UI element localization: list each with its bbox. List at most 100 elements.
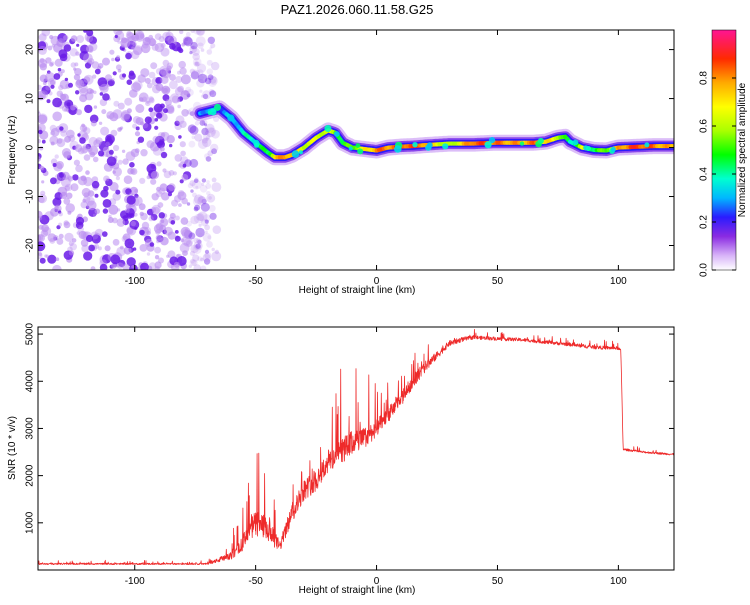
- spectrogram-noise-dot: [102, 93, 110, 101]
- spectrogram-ridge-blob: [412, 142, 417, 147]
- spectrogram-noise-dot: [64, 136, 71, 143]
- spectrogram-noise-dot: [70, 48, 78, 56]
- spectrogram-ridge-blob: [573, 140, 579, 146]
- spectrogram-noise-dot: [105, 142, 110, 147]
- spectrogram-noise-dot: [121, 110, 131, 120]
- spectrogram-noise-dot: [48, 46, 53, 51]
- spectrogram-noise-dot: [93, 139, 101, 147]
- spectrogram-noise-dot: [204, 252, 211, 259]
- y-tick-label: 2000: [25, 464, 36, 487]
- spectrogram-noise-dot: [128, 72, 135, 79]
- spectrogram-noise-dot: [125, 53, 132, 60]
- spectrogram-ridge-blob: [485, 141, 492, 148]
- spectrogram-ridge-blob: [299, 150, 303, 154]
- spectrogram-ridge-blob: [644, 142, 649, 147]
- spectrogram-noise-dot: [184, 37, 193, 46]
- spectrogram-noise-dot: [156, 235, 162, 241]
- spectrogram-noise-dot: [71, 35, 78, 42]
- spectrogram-noise-dot: [76, 80, 82, 86]
- spectrogram-noise-dot: [209, 90, 216, 97]
- spectrogram-noise-dot: [140, 213, 148, 221]
- spectrogram-noise-dot: [77, 133, 80, 136]
- spectrogram-noise-dot: [196, 239, 201, 244]
- spectrogram-noise-dot: [126, 151, 136, 161]
- spectrogram-noise-dot: [158, 132, 165, 139]
- spectrogram-noise-dot: [78, 226, 84, 232]
- spectrogram-noise-dot: [116, 55, 120, 59]
- spectrogram-noise-dot: [127, 195, 136, 204]
- spectrogram-noise-dot: [59, 212, 63, 216]
- spectrogram-noise-dot: [147, 252, 150, 255]
- spectrogram-noise-dot: [175, 76, 182, 83]
- spectrogram-noise-dot: [105, 245, 111, 251]
- spectrogram-noise-dot: [130, 213, 135, 218]
- spectrogram-noise-dot: [82, 126, 87, 131]
- colorbar-tick-label: 0.8: [699, 71, 710, 85]
- spectrogram-noise-dot: [60, 192, 67, 199]
- spectrogram-noise-dot: [75, 144, 83, 152]
- spectrogram-noise-dot: [177, 99, 180, 102]
- spectrogram-noise-dot: [204, 75, 208, 79]
- spectrogram-ridge-blob: [520, 141, 524, 145]
- spectrogram-noise-dot: [122, 48, 125, 51]
- spectrogram-noise-dot: [197, 27, 206, 36]
- x-tick-label: -100: [125, 276, 145, 287]
- spectrogram-ridge-blob: [356, 143, 361, 148]
- spectrogram-noise-dot: [129, 192, 133, 196]
- y-tick-label: 10: [25, 93, 36, 105]
- spectrogram-noise-dot: [113, 145, 119, 151]
- spectrogram-noise-dot: [203, 233, 212, 242]
- spectrogram-noise-dot: [124, 175, 133, 184]
- spectrogram-noise-dot: [179, 121, 186, 128]
- y-tick-label: 20: [25, 44, 36, 56]
- spectrogram-noise-dot: [117, 218, 126, 227]
- spectrogram-noise-dot: [152, 207, 160, 215]
- spectrogram-noise-dot: [184, 159, 192, 167]
- spectrogram-noise-dot: [162, 32, 171, 41]
- spectrogram-noise-dot: [192, 48, 200, 56]
- spectrogram-noise-dot: [189, 141, 196, 148]
- spectrogram-noise-dot: [59, 126, 63, 130]
- colorbar-tick-label: 0.0: [699, 263, 710, 277]
- x-tick-label: -50: [248, 576, 263, 587]
- spectrogram-noise-dot: [152, 85, 161, 94]
- spectrogram-noise-dot: [129, 162, 135, 168]
- spectrogram-noise-dot: [84, 154, 91, 161]
- spectrogram-noise-dot: [39, 146, 43, 150]
- spectrogram-noise-dot: [116, 176, 120, 180]
- x-tick-label: 50: [492, 276, 504, 287]
- spectrogram-noise-dot: [168, 192, 172, 196]
- spectrogram-noise-dot: [196, 36, 206, 46]
- spectrogram-noise-dot: [194, 134, 202, 142]
- spectrogram-noise-dot: [59, 234, 64, 239]
- spectrogram-x-label: Height of straight line (km): [299, 285, 416, 296]
- spectrogram-noise-dot: [125, 208, 130, 213]
- spectrogram-noise-dot: [161, 220, 165, 224]
- spectrogram-noise-dot: [121, 37, 127, 43]
- spectrogram-ridge-blob: [538, 138, 544, 144]
- spectrogram-noise-dot: [206, 194, 215, 203]
- spectrogram-noise-dot: [74, 68, 82, 76]
- snr-plot-area: [38, 327, 674, 570]
- spectrogram-noise-dot: [203, 132, 211, 140]
- x-tick-label: 50: [492, 576, 504, 587]
- spectrogram-noise-dot: [68, 83, 73, 88]
- spectrogram-noise-dot: [205, 220, 209, 224]
- spectrogram-noise-dot: [127, 168, 134, 175]
- spectrogram-noise-dot: [127, 227, 134, 234]
- spectrogram-noise-dot: [98, 63, 103, 68]
- spectrogram-noise-dot: [190, 259, 197, 266]
- spectrogram-noise-dot: [122, 150, 125, 153]
- spectrogram-noise-dot: [117, 40, 120, 43]
- spectrogram-noise-dot: [190, 189, 193, 192]
- spectrogram-noise-dot: [168, 232, 176, 240]
- spectrogram-noise-dot: [120, 246, 124, 250]
- spectrogram-noise-dot: [113, 71, 117, 75]
- spectrogram-noise-dot: [61, 69, 65, 73]
- spectrogram-noise-dot: [76, 44, 79, 47]
- spectrogram-noise-dot: [67, 175, 72, 180]
- spectrogram-noise-dot: [180, 141, 186, 147]
- spectrogram-noise-dot: [140, 68, 149, 77]
- spectrogram-noise-dot: [60, 130, 67, 137]
